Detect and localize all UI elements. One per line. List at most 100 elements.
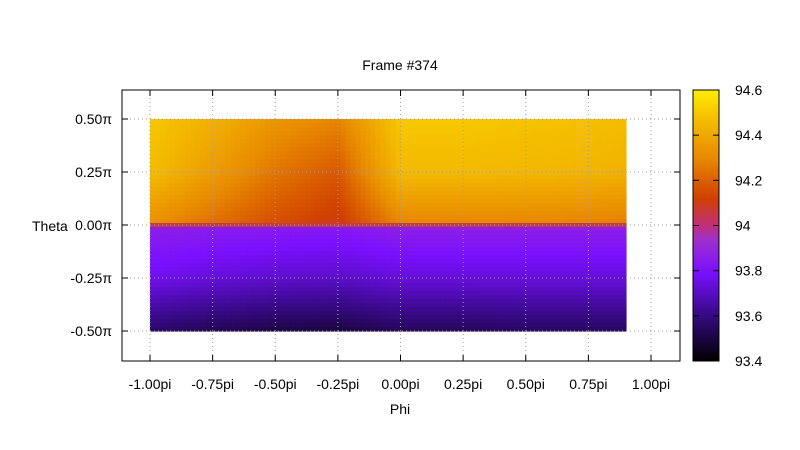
heatmap-cell (370, 235, 377, 240)
heatmap-cell (495, 171, 502, 176)
heatmap-cell (345, 163, 351, 168)
heatmap-cell (330, 215, 336, 220)
heatmap-cell (215, 299, 221, 304)
heatmap-cell (340, 199, 346, 204)
heatmap-cell (580, 199, 587, 204)
heatmap-cell (415, 151, 422, 156)
heatmap-cell (190, 263, 196, 268)
heatmap-cell (245, 303, 251, 308)
heatmap-cell (575, 275, 582, 280)
heatmap-cell (285, 295, 291, 300)
heatmap-cell (455, 307, 462, 312)
heatmap-cell (450, 215, 457, 220)
heatmap-cell (255, 203, 261, 208)
heatmap-cell (370, 279, 377, 284)
heatmap-cell (555, 163, 562, 168)
heatmap-cell (175, 247, 181, 252)
heatmap-cell (170, 279, 176, 284)
heatmap-cell (610, 295, 617, 300)
heatmap-cell (220, 319, 226, 324)
heatmap-cell (460, 119, 467, 124)
heatmap-cell (330, 203, 336, 208)
heatmap-cell (255, 327, 261, 332)
heatmap-cell (170, 211, 176, 216)
heatmap-cell (485, 307, 492, 312)
heatmap-cell (250, 167, 256, 172)
heatmap-cell (345, 175, 351, 180)
heatmap-cell (600, 231, 607, 236)
heatmap-cell (400, 159, 407, 164)
heatmap-cell (480, 251, 487, 256)
heatmap-cell (280, 147, 286, 152)
heatmap-cell (515, 283, 522, 288)
heatmap-cell (385, 127, 392, 132)
heatmap-cell (570, 319, 577, 324)
heatmap-cell (330, 267, 336, 272)
heatmap-cell (355, 135, 362, 140)
heatmap-cell (455, 147, 462, 152)
heatmap-cell (575, 231, 582, 236)
heatmap-cell (410, 219, 417, 224)
heatmap-cell (545, 299, 552, 304)
heatmap-cell (290, 247, 296, 252)
heatmap-cell (565, 323, 572, 328)
heatmap-cell (590, 231, 597, 236)
heatmap-cell (585, 199, 592, 204)
heatmap-cell (475, 175, 482, 180)
heatmap-cell (395, 251, 402, 256)
heatmap-cell (350, 199, 357, 204)
heatmap-cell (190, 183, 196, 188)
heatmap-cell (530, 291, 537, 296)
heatmap-cell (565, 263, 572, 268)
heatmap-cell (590, 119, 597, 124)
heatmap-cell (545, 231, 552, 236)
heatmap-cell (415, 187, 422, 192)
heatmap-cell (615, 131, 622, 136)
heatmap-cell (465, 299, 472, 304)
heatmap-cell (460, 307, 467, 312)
heatmap-cell (600, 243, 607, 248)
heatmap-cell (345, 259, 351, 264)
heatmap-cell (160, 143, 166, 148)
heatmap-cell (300, 147, 306, 152)
heatmap-cell (225, 131, 231, 136)
heatmap-cell (190, 323, 196, 328)
heatmap-cell (435, 283, 442, 288)
heatmap-cell (170, 219, 176, 224)
heatmap-cell (520, 119, 527, 124)
heatmap-cell (335, 207, 341, 212)
heatmap-cell (415, 255, 422, 260)
heatmap-cell (605, 295, 612, 300)
heatmap-cell (335, 199, 341, 204)
heatmap-cell (270, 263, 276, 268)
heatmap-cell (240, 311, 246, 316)
heatmap-cell (235, 219, 241, 224)
heatmap-cell (310, 283, 316, 288)
heatmap-cell (390, 215, 397, 220)
heatmap-cell (315, 319, 321, 324)
heatmap-cell (410, 299, 417, 304)
heatmap-cell (265, 267, 271, 272)
heatmap-cell (440, 231, 447, 236)
heatmap-cell (350, 171, 357, 176)
heatmap-cell (580, 195, 587, 200)
heatmap-cell (295, 131, 301, 136)
heatmap-cell (245, 323, 251, 328)
heatmap-cell (150, 183, 156, 188)
heatmap-cell (470, 247, 477, 252)
heatmap-cell (420, 179, 427, 184)
heatmap-cell (515, 119, 522, 124)
heatmap-cell (430, 207, 437, 212)
heatmap-cell (590, 295, 597, 300)
heatmap-cell (440, 287, 447, 292)
heatmap-cell (525, 319, 532, 324)
heatmap-cell (600, 279, 607, 284)
heatmap-cell (150, 271, 156, 276)
heatmap-cell (200, 199, 206, 204)
heatmap-cell (465, 231, 472, 236)
heatmap-cell (340, 267, 346, 272)
heatmap-cell (305, 199, 311, 204)
heatmap-cell (505, 155, 512, 160)
heatmap-cell (280, 251, 286, 256)
heatmap-cell (260, 155, 266, 160)
